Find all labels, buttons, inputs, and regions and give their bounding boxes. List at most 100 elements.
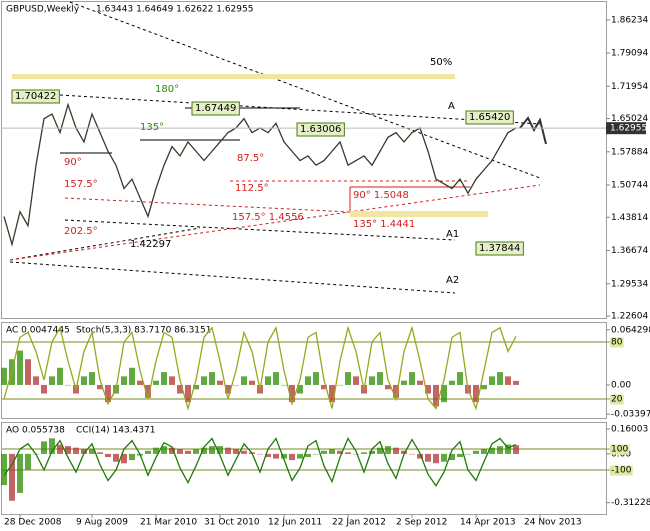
chart-title: GBPUSD,Weekly (6, 5, 80, 15)
y-tick-label: 1.36674 (611, 246, 648, 256)
annotation: 157.5° (64, 179, 98, 190)
annotation-box (475, 241, 524, 256)
histogram-bar (385, 446, 391, 454)
histogram-bar (17, 453, 23, 493)
histogram-bar (217, 446, 223, 454)
histogram-bar (73, 447, 79, 454)
histogram-bar (297, 453, 303, 459)
histogram-bar (481, 449, 487, 454)
histogram-bar (473, 384, 479, 403)
last-price-label: 1.62955 (610, 124, 647, 134)
y-tick-label: 100 (611, 445, 628, 455)
annotation-box (465, 110, 514, 125)
annotation: 1.67449 (195, 103, 236, 114)
histogram-bar (1, 453, 7, 486)
histogram-bar (449, 380, 455, 385)
histogram-bar (201, 447, 207, 454)
histogram-bar (289, 384, 295, 403)
histogram-bar (97, 384, 103, 390)
histogram-bar (209, 372, 215, 385)
histogram-bar (337, 450, 343, 454)
y-tick-label: 20 (611, 395, 623, 405)
panel-title: AC 0.0047445 (6, 326, 70, 336)
histogram-bar (25, 359, 31, 385)
y-tick-label: 1.86234 (611, 15, 648, 25)
annotation: A1 (446, 229, 459, 240)
histogram-bar (353, 453, 359, 455)
x-tick-label: 22 Jan 2012 (332, 518, 386, 528)
trend-line (9, 261, 456, 294)
series-line (3, 437, 517, 487)
trend-line (59, 94, 541, 125)
histogram-bar (425, 384, 431, 394)
histogram-bar (97, 452, 103, 454)
annotation: 157.5° 1.4556 (232, 212, 304, 223)
histogram-bar (89, 449, 95, 454)
histogram-bar (177, 449, 183, 454)
histogram-bar (145, 450, 151, 454)
histogram-bar (329, 449, 335, 454)
histogram-bar (121, 453, 127, 464)
histogram-bar (129, 367, 135, 385)
histogram-bar (377, 447, 383, 454)
histogram-bar (345, 372, 351, 385)
histogram-bar (65, 384, 71, 386)
histogram-bar (129, 453, 135, 461)
histogram-bar (89, 372, 95, 385)
y-tick-label: 1.29534 (611, 279, 648, 289)
y-tick-label: 0.00 (611, 380, 631, 390)
histogram-bar (169, 447, 175, 454)
histogram-bar (393, 447, 399, 454)
histogram-bar (161, 446, 167, 454)
panel-subtitle: Stoch(5,3,3) 83.7170 86.3151 (76, 326, 211, 336)
histogram-bar (265, 453, 271, 458)
annotation: 1.42297 (130, 239, 171, 250)
histogram-bar (329, 384, 335, 403)
histogram-bar (17, 350, 23, 385)
annotation-box (191, 101, 240, 116)
histogram-bar (441, 453, 447, 462)
histogram-bar (25, 453, 31, 470)
annotation: 1.65420 (469, 112, 510, 123)
x-tick-label: 9 Aug 2009 (76, 518, 128, 528)
histogram-bar (241, 376, 247, 385)
histogram-bar (233, 384, 239, 386)
histogram-bar (441, 384, 447, 403)
histogram-bar (409, 453, 415, 455)
histogram-bar (57, 367, 63, 385)
histogram-bar (185, 450, 191, 454)
y-tick-label: 1.22604 (611, 312, 648, 322)
price-panel (1, 1, 607, 319)
histogram-bar (249, 380, 255, 385)
histogram-bar (417, 380, 423, 385)
histogram-bar (65, 446, 71, 454)
histogram-bar (305, 376, 311, 385)
histogram-bar (337, 384, 343, 386)
trend-line (9, 227, 201, 261)
panel-title: AO 0.055738 (6, 426, 65, 436)
histogram-bar (49, 376, 55, 385)
histogram-bar (273, 372, 279, 385)
panel-subtitle: CCI(14) 143.4371 (76, 426, 156, 436)
level-band (350, 211, 488, 217)
histogram-bar (33, 376, 39, 385)
y-tick-label: -0.033974 (611, 410, 650, 420)
histogram-bar (489, 376, 495, 385)
annotation: 1.37844 (479, 243, 520, 254)
histogram-bar (433, 384, 439, 407)
histogram-bar (489, 447, 495, 454)
x-tick-label: 12 Jun 2011 (268, 518, 322, 528)
histogram-bar (513, 380, 519, 385)
histogram-bar (257, 453, 263, 455)
histogram-bar (401, 380, 407, 385)
annotation: A (448, 101, 455, 112)
histogram-bar (169, 376, 175, 385)
histogram-bar (425, 453, 431, 462)
annotation: 135° (140, 122, 164, 133)
histogram-bar (313, 372, 319, 385)
histogram-bar (217, 380, 223, 385)
x-tick-label: 14 Apr 2013 (460, 518, 516, 528)
annotation: 1.63006 (300, 124, 341, 135)
